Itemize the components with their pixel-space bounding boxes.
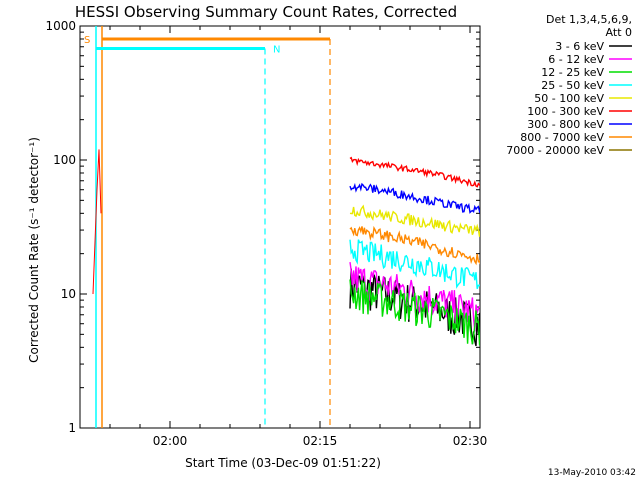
legend-label: 50 - 100 keV xyxy=(534,92,604,105)
y-tick-label: 100 xyxy=(53,153,76,167)
legend-label: 300 - 800 keV xyxy=(527,118,604,131)
x-tick-label: 02:15 xyxy=(303,434,338,448)
series-line-5 xyxy=(349,156,480,188)
series-line-3 xyxy=(349,239,480,290)
y-tick-label: 1 xyxy=(68,421,76,435)
chart-title: HESSI Observing Summary Count Rates, Cor… xyxy=(75,3,457,21)
y-axis-label: Corrected Count Rate (s⁻¹ detector⁻¹) xyxy=(27,137,41,363)
series-line-4 xyxy=(349,204,480,237)
spike xyxy=(92,149,102,295)
legend-label: 7000 - 20000 keV xyxy=(506,144,604,157)
series-line-1 xyxy=(349,262,480,332)
y-tick-label: 1000 xyxy=(45,19,76,33)
footer-timestamp: 13-May-2010 03:42 xyxy=(548,468,636,478)
att-letter: S xyxy=(84,35,90,46)
legend-header: Det 1,3,4,5,6,9, xyxy=(546,13,632,26)
legend-label: 6 - 12 keV xyxy=(548,53,604,66)
legend-label: 800 - 7000 keV xyxy=(520,131,604,144)
series-line-2 xyxy=(349,279,480,346)
series-line-6 xyxy=(349,182,480,214)
x-axis-label: Start Time (03-Dec-09 01:51:22) xyxy=(185,456,381,470)
legend-label: 25 - 50 keV xyxy=(541,79,604,92)
axes-frame xyxy=(79,25,481,429)
series-line-0 xyxy=(349,268,480,347)
night-letter: N xyxy=(273,44,280,55)
y-tick-label: 10 xyxy=(61,287,76,301)
legend-label: 100 - 300 keV xyxy=(527,105,604,118)
legend-label: 12 - 25 keV xyxy=(541,66,604,79)
legend-header: Att 0 xyxy=(606,26,632,39)
series-group: SN xyxy=(84,26,480,428)
x-tick-label: 02:30 xyxy=(453,434,488,448)
x-tick-label: 02:00 xyxy=(153,434,188,448)
legend-label: 3 - 6 keV xyxy=(555,40,604,53)
series-line-7 xyxy=(349,225,480,266)
